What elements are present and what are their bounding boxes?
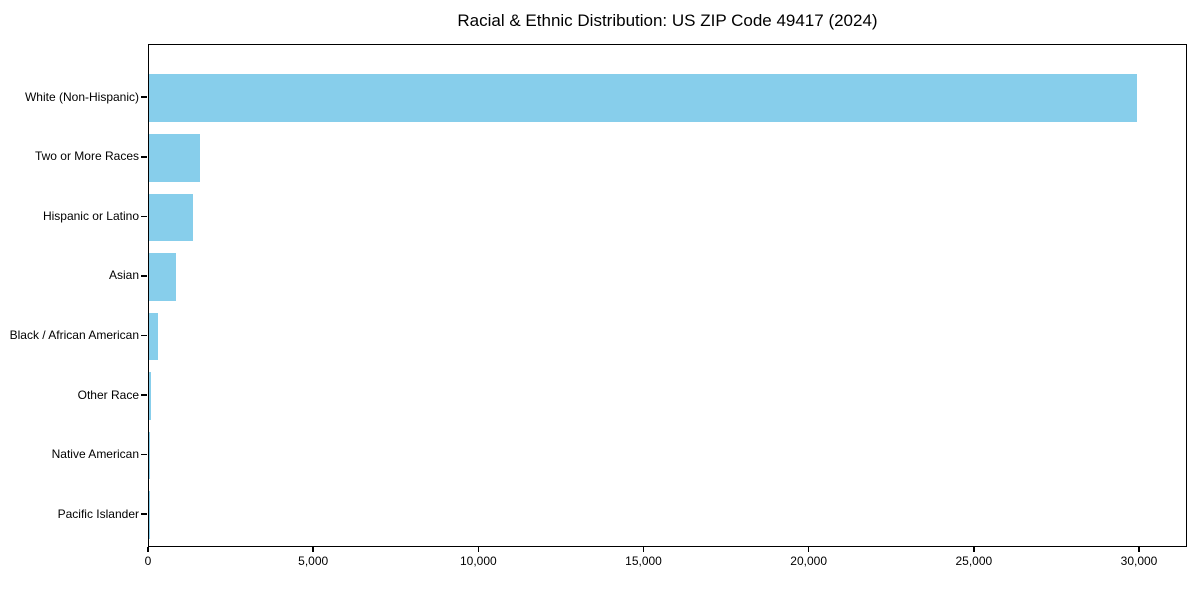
y-tick-mark (141, 275, 147, 277)
bar-3 (149, 253, 177, 301)
y-tick-label: Asian (108, 268, 139, 283)
x-tick-label: 30,000 (1120, 554, 1158, 568)
x-tick-label: 0 (144, 554, 152, 568)
x-tick-mark (477, 547, 480, 552)
y-tick-mark (141, 334, 147, 337)
x-tick-mark (642, 547, 645, 552)
x-tick-mark (147, 547, 149, 552)
y-tick-label: Native American (51, 447, 139, 462)
x-tick-label: 10,000 (459, 554, 497, 568)
y-tick-label: Black / African American (9, 327, 139, 342)
x-tick-label: 20,000 (790, 554, 827, 568)
y-tick-label: Pacific Islander (57, 506, 139, 521)
x-tick-mark (1138, 547, 1140, 552)
y-tick-mark (141, 96, 147, 98)
bar-0 (149, 74, 1138, 122)
x-tick-label: 25,000 (955, 554, 993, 568)
y-tick-label: Other Race (77, 387, 139, 402)
x-tick-mark (807, 547, 810, 552)
y-tick-label: White (Non-Hispanic) (24, 89, 139, 104)
bar-5 (149, 372, 151, 420)
bar-1 (149, 133, 201, 182)
bar-6 (149, 431, 150, 480)
x-tick-label: 5,000 (298, 554, 329, 568)
y-tick-mark (141, 513, 147, 515)
y-tick-label: Two or More Races (34, 149, 139, 164)
bar-4 (149, 312, 158, 361)
x-tick-mark (312, 547, 314, 552)
y-tick-mark (141, 156, 147, 158)
x-tick-label: 15,000 (625, 554, 662, 568)
y-tick-mark (141, 453, 147, 456)
y-tick-label: Hispanic or Latino (42, 208, 139, 223)
y-tick-mark (141, 215, 147, 218)
y-tick-mark (141, 394, 147, 396)
chart-title: Racial & Ethnic Distribution: US ZIP Cod… (457, 11, 878, 30)
plot-area (148, 44, 1187, 547)
bar-2 (149, 193, 194, 242)
x-tick-mark (973, 547, 975, 552)
